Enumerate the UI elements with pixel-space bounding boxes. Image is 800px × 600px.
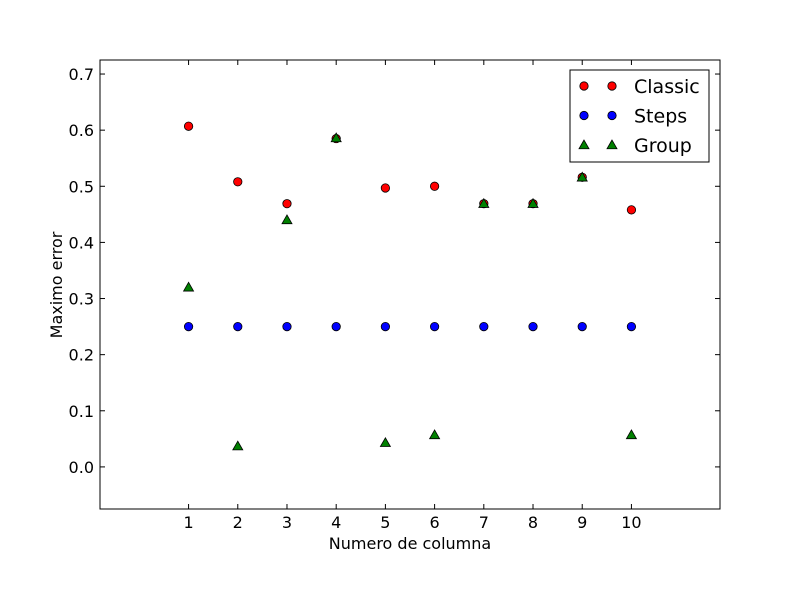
point-group (527, 197, 539, 208)
legend-marker-steps (607, 110, 617, 121)
y-tick-label: 0.7 (69, 65, 94, 84)
point-group (478, 197, 490, 208)
x-tick-label: 2 (233, 513, 243, 532)
series-group (182, 132, 638, 451)
point-steps (183, 321, 194, 332)
point-classic (233, 177, 243, 187)
point-steps (380, 321, 390, 332)
legend: Classic Steps Group (569, 69, 710, 163)
point-group (576, 171, 588, 182)
y-tick-label: 0.2 (69, 346, 94, 365)
point-group (625, 429, 638, 440)
point-steps (479, 321, 489, 332)
point-classic (282, 199, 292, 209)
point-group (182, 281, 195, 292)
point-classic (380, 183, 390, 193)
x-tick-label: 6 (430, 513, 440, 532)
point-steps (528, 321, 538, 332)
x-tick-label: 7 (479, 513, 489, 532)
x-tick-label: 9 (577, 513, 587, 532)
point-steps (626, 321, 637, 332)
y-axis-label: Maximo error (47, 231, 66, 338)
point-steps (577, 321, 587, 332)
legend-marker-group (578, 139, 590, 150)
point-classic (626, 205, 637, 215)
legend-label-classic: Classic (634, 76, 700, 98)
legend-marker-steps (579, 110, 589, 121)
y-axis-ticks: 0.0 0.1 0.2 0.3 0.4 0.5 0.6 0.7 (69, 65, 720, 477)
legend-label-steps: Steps (634, 106, 687, 128)
plot-frame (99, 59, 721, 510)
y-tick-label: 0.1 (69, 402, 94, 421)
point-group (232, 440, 244, 451)
x-tick-label: 8 (528, 513, 538, 532)
series-steps (183, 321, 637, 332)
point-steps (430, 321, 440, 332)
x-tick-label: 4 (331, 513, 341, 532)
y-tick-label: 0.3 (69, 290, 94, 309)
y-tick-label: 0.6 (69, 121, 94, 140)
x-tick-label: 3 (282, 513, 292, 532)
point-group (330, 132, 342, 143)
x-tick-label: 1 (183, 513, 193, 532)
point-steps (282, 321, 292, 332)
point-steps (331, 321, 341, 332)
x-tick-label: 10 (621, 513, 641, 532)
point-steps (233, 321, 243, 332)
x-axis-label: Numero de columna (329, 534, 491, 553)
point-group (428, 429, 441, 440)
y-tick-label: 0.0 (69, 458, 94, 477)
legend-marker-classic (607, 81, 617, 91)
legend-marker-group (606, 139, 618, 150)
legend-label-group: Group (634, 135, 692, 157)
y-tick-label: 0.4 (69, 233, 94, 252)
point-group (281, 214, 293, 225)
data-points (182, 121, 638, 451)
legend-box (569, 69, 710, 163)
y-tick-label: 0.5 (69, 177, 94, 196)
point-classic (183, 121, 194, 131)
legend-marker-classic (579, 81, 589, 91)
point-group (379, 436, 392, 447)
point-classic (430, 181, 440, 191)
x-axis-ticks: 1 2 3 4 5 6 7 8 9 10 (183, 60, 642, 532)
x-tick-label: 5 (380, 513, 390, 532)
